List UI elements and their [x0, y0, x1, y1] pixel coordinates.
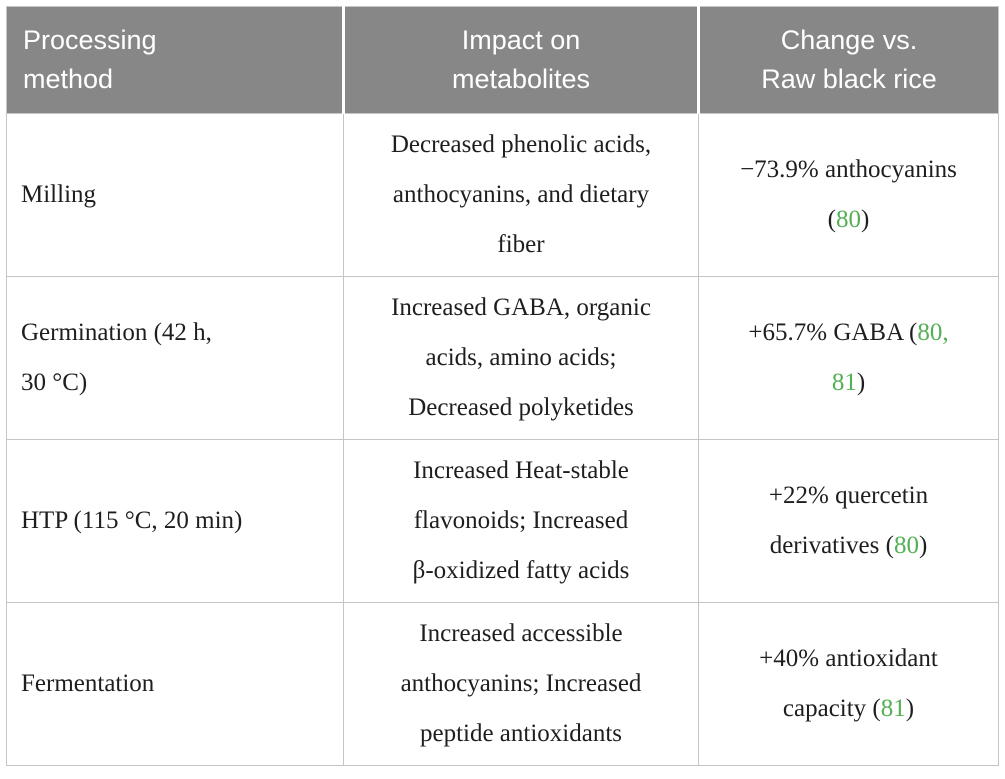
impact-cell: Decreased phenolic acids, anthocyanins, …: [343, 113, 699, 277]
change-cell: −73.9% anthocyanins (80): [698, 113, 999, 277]
change-text: ): [856, 369, 866, 396]
change-text: ): [861, 206, 870, 233]
citation-ref-link[interactable]: 80: [893, 532, 919, 559]
citation-ref-link[interactable]: 81: [831, 369, 857, 396]
change-text: +22% quercetin derivatives (: [768, 482, 929, 559]
citation-ref-link[interactable]: 81: [880, 695, 906, 722]
method-cell: Milling: [6, 113, 344, 277]
change-text: ): [905, 695, 915, 722]
column-header-impact-on-metabolites: Impact on metabolites: [342, 6, 699, 114]
change-cell: +40% antioxidant capacity (81): [698, 602, 999, 766]
change-text: +65.7% GABA (: [748, 319, 918, 346]
table-header-row: Processing method Impact on metabolites …: [6, 6, 999, 114]
change-cell: +65.7% GABA (80, 81): [698, 276, 999, 440]
processing-methods-table-wrapper: Processing method Impact on metabolites …: [6, 6, 999, 766]
table-row-htp: HTP (115 °C, 20 min) Increased Heat-stab…: [6, 439, 999, 603]
method-cell: Fermentation: [6, 602, 344, 766]
change-cell: +22% quercetin derivatives (80): [698, 439, 999, 603]
citation-ref-link[interactable]: 80,: [917, 319, 949, 346]
table-row-milling: Milling Decreased phenolic acids, anthoc…: [6, 113, 999, 277]
citation-ref-link[interactable]: 80: [836, 206, 861, 233]
method-cell: HTP (115 °C, 20 min): [6, 439, 344, 603]
column-header-processing-method: Processing method: [6, 6, 344, 114]
change-text: −73.9% anthocyanins (: [740, 156, 957, 233]
impact-cell: Increased accessible anthocyanins; Incre…: [343, 602, 699, 766]
change-text: +40% antioxidant capacity (: [759, 645, 938, 722]
impact-cell: Increased Heat-stable flavonoids; Increa…: [343, 439, 699, 603]
column-header-change-vs-raw: Change vs. Raw black rice: [697, 6, 999, 114]
impact-cell: Increased GABA, organic acids, amino aci…: [343, 276, 699, 440]
change-text: ): [918, 532, 928, 559]
black-rice-processing-table: Processing method Impact on metabolites …: [6, 6, 999, 766]
method-cell: Germination (42 h, 30 °C): [6, 276, 344, 440]
table-row-fermentation: Fermentation Increased accessible anthoc…: [6, 602, 999, 766]
table-row-germination: Germination (42 h, 30 °C) Increased GABA…: [6, 276, 999, 440]
